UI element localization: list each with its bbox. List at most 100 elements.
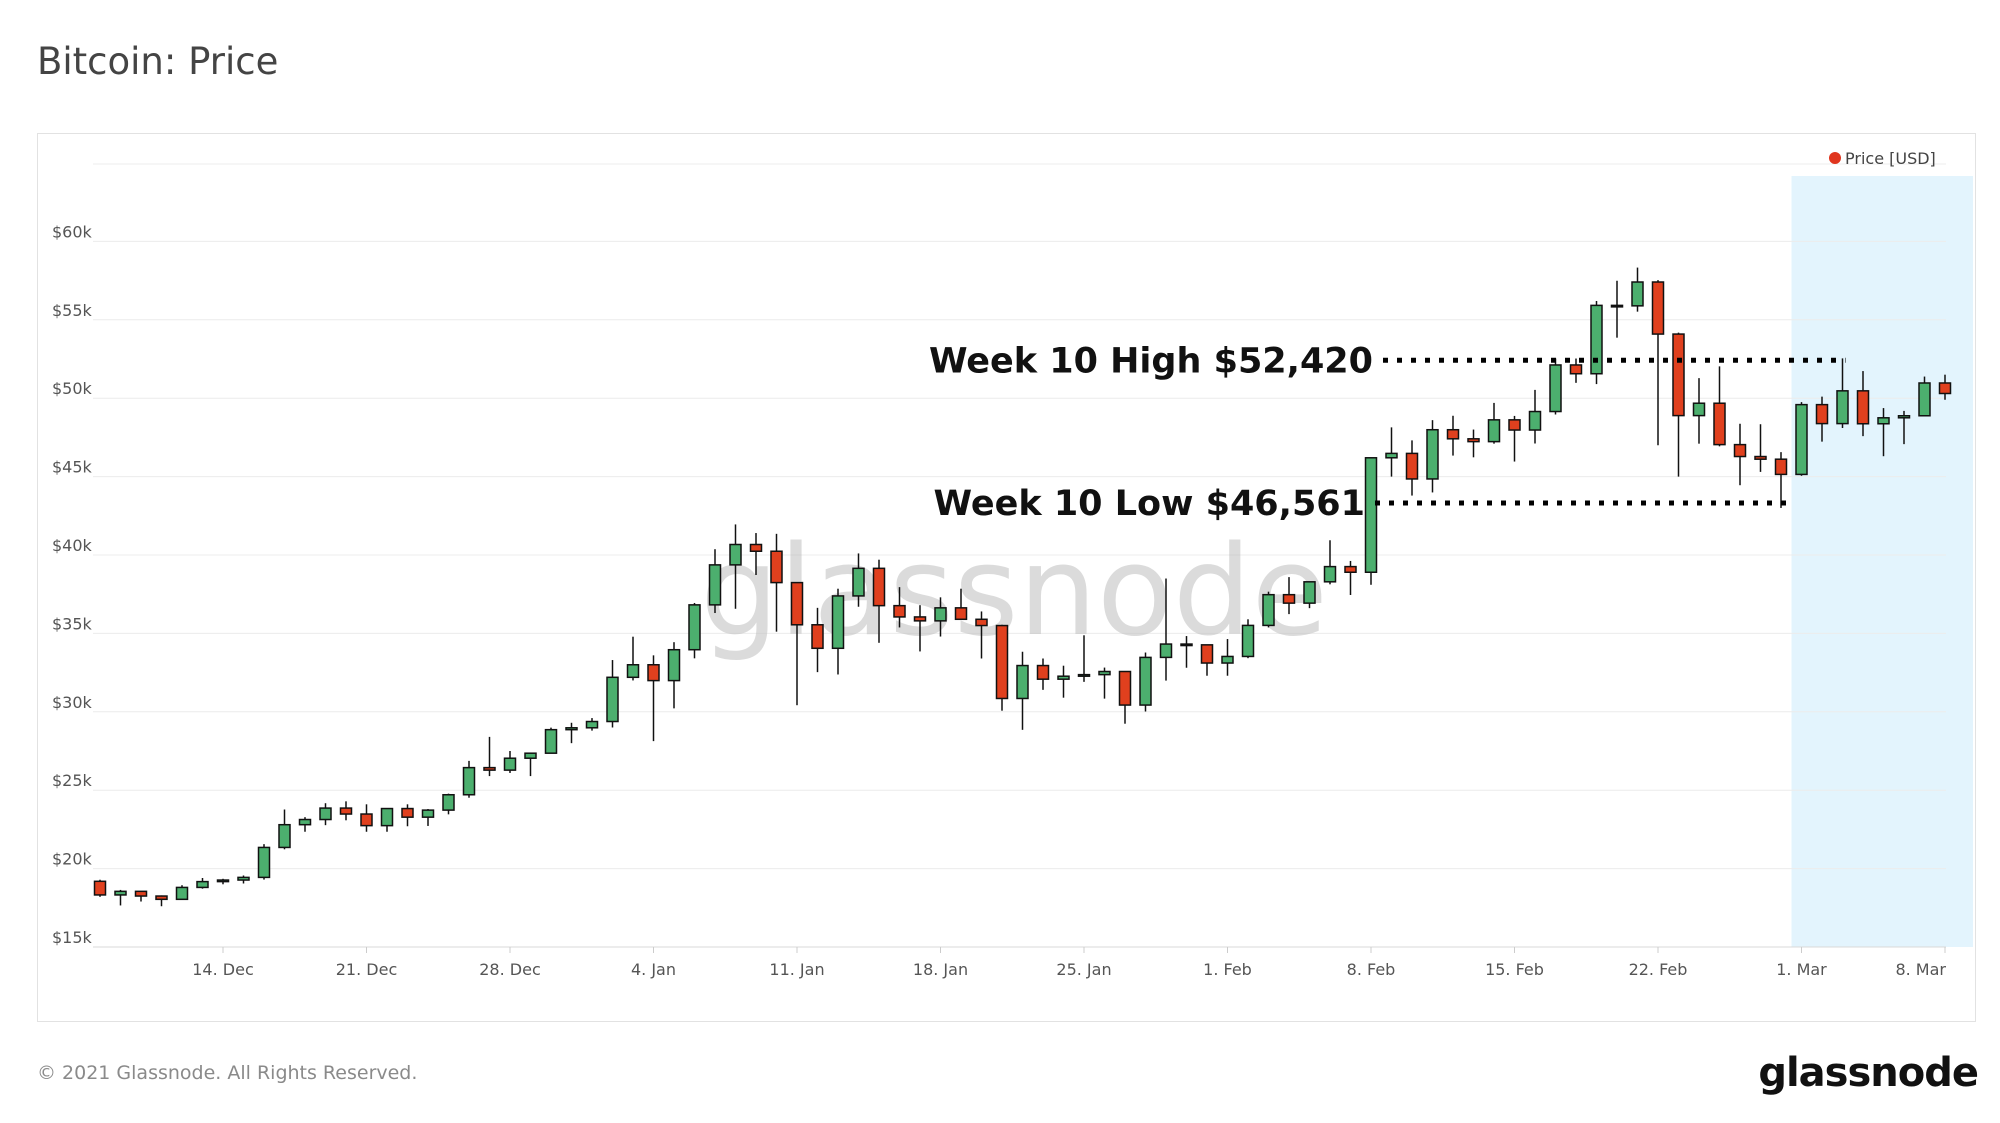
- candle: [647, 655, 660, 742]
- x-tick-label: 28. Dec: [479, 960, 541, 979]
- candle: [175, 885, 189, 901]
- candle: [544, 727, 558, 754]
- candle-body: [1569, 364, 1583, 375]
- candle: [1446, 415, 1460, 456]
- candle: [442, 793, 455, 815]
- candle-body: [1241, 624, 1255, 658]
- candle-body: [196, 880, 209, 889]
- x-tick-label: 25. Jan: [1056, 960, 1111, 979]
- candle-body: [934, 607, 947, 622]
- candle: [155, 895, 168, 907]
- candle: [114, 889, 127, 906]
- candle: [1836, 358, 1849, 428]
- legend-label: Price [USD]: [1845, 149, 1936, 168]
- candle-body: [1528, 410, 1542, 431]
- x-tick-label: 18. Jan: [913, 960, 968, 979]
- candle: [852, 553, 865, 607]
- copyright: © 2021 Glassnode. All Rights Reserved.: [37, 1062, 418, 1084]
- candle: [1241, 619, 1255, 659]
- candle: [1098, 667, 1111, 699]
- candle-body: [1405, 452, 1419, 480]
- candle: [380, 807, 394, 832]
- candle-body: [1016, 664, 1029, 700]
- candle: [1631, 267, 1644, 312]
- legend[interactable]: Price [USD]: [1829, 149, 1936, 168]
- candle: [626, 636, 640, 681]
- candle-body: [1918, 382, 1931, 417]
- page-title: Bitcoin: Price: [37, 40, 279, 83]
- candle: [1036, 658, 1050, 690]
- candle-body: [1200, 644, 1214, 664]
- candle: [1426, 420, 1439, 493]
- candle: [1672, 332, 1685, 477]
- candle-body: [1508, 419, 1521, 431]
- candle: [585, 718, 599, 731]
- candle: [257, 844, 271, 880]
- candle: [872, 559, 886, 643]
- candle: [1918, 376, 1931, 417]
- y-tick-label: $20k: [52, 850, 93, 869]
- candle: [954, 588, 968, 621]
- candle: [1795, 402, 1808, 476]
- x-tick-label: 8. Mar: [1895, 960, 1946, 979]
- candle: [421, 809, 435, 826]
- candle-body: [565, 727, 578, 731]
- candle-body: [1672, 333, 1685, 417]
- candle-body: [1159, 643, 1173, 659]
- candle-body: [1446, 428, 1460, 440]
- candle: [1877, 408, 1890, 457]
- candle-body: [831, 595, 845, 650]
- candle: [1549, 358, 1562, 415]
- candle: [1467, 429, 1480, 458]
- price-chart: $15k $20k $25k $30k $35k $40k $45k $50k $55k $60k…: [52, 149, 1973, 979]
- candle: [708, 549, 722, 614]
- candle: [1487, 402, 1501, 444]
- glassnode-logo[interactable]: glassnode: [1758, 1050, 1979, 1096]
- candle-body: [1385, 452, 1398, 459]
- candle: [749, 533, 763, 576]
- candle-body: [1180, 643, 1193, 647]
- candle-body: [852, 567, 865, 597]
- candle-body: [770, 550, 783, 584]
- candle: [1590, 300, 1603, 385]
- candle: [1323, 540, 1337, 585]
- x-tick-label: 1. Feb: [1203, 960, 1252, 979]
- candle-body: [1364, 457, 1378, 573]
- candle-body: [647, 664, 660, 682]
- candle: [93, 879, 107, 897]
- candle: [1856, 371, 1870, 437]
- candle: [1303, 581, 1316, 609]
- candle: [196, 878, 209, 889]
- candle: [1057, 665, 1070, 698]
- x-tick-label: 14. Dec: [192, 960, 254, 979]
- candle-body: [1631, 281, 1644, 307]
- candle-body: [421, 809, 435, 818]
- candle-body: [1733, 443, 1747, 458]
- candle: [893, 587, 906, 628]
- candle-body: [155, 895, 168, 901]
- candle-body: [995, 624, 1009, 700]
- candle-body: [1057, 675, 1070, 680]
- candle-body: [790, 581, 804, 626]
- candle: [1774, 452, 1788, 508]
- candle: [811, 607, 824, 673]
- candle-body: [93, 880, 107, 896]
- candle: [503, 751, 517, 773]
- candle-body: [237, 876, 250, 881]
- candle-body: [1692, 402, 1706, 417]
- candle-body: [1590, 304, 1603, 375]
- y-tick-label: $45k: [52, 458, 93, 477]
- candle-body: [1118, 670, 1132, 706]
- x-tick-label: 11. Jan: [769, 960, 824, 979]
- candle: [1692, 378, 1706, 444]
- y-tick-label: $15k: [52, 928, 93, 947]
- candle-body: [1549, 364, 1562, 413]
- chart-panel: $15k $20k $25k $30k $35k $40k $45k $50k $55k $60k…: [37, 133, 1976, 1022]
- candle-body: [483, 766, 496, 771]
- candle: [688, 602, 701, 659]
- candle-body: [401, 807, 414, 818]
- candle-body: [462, 766, 476, 796]
- candle: [1815, 396, 1829, 442]
- candle-body: [606, 676, 619, 723]
- candle: [278, 809, 291, 850]
